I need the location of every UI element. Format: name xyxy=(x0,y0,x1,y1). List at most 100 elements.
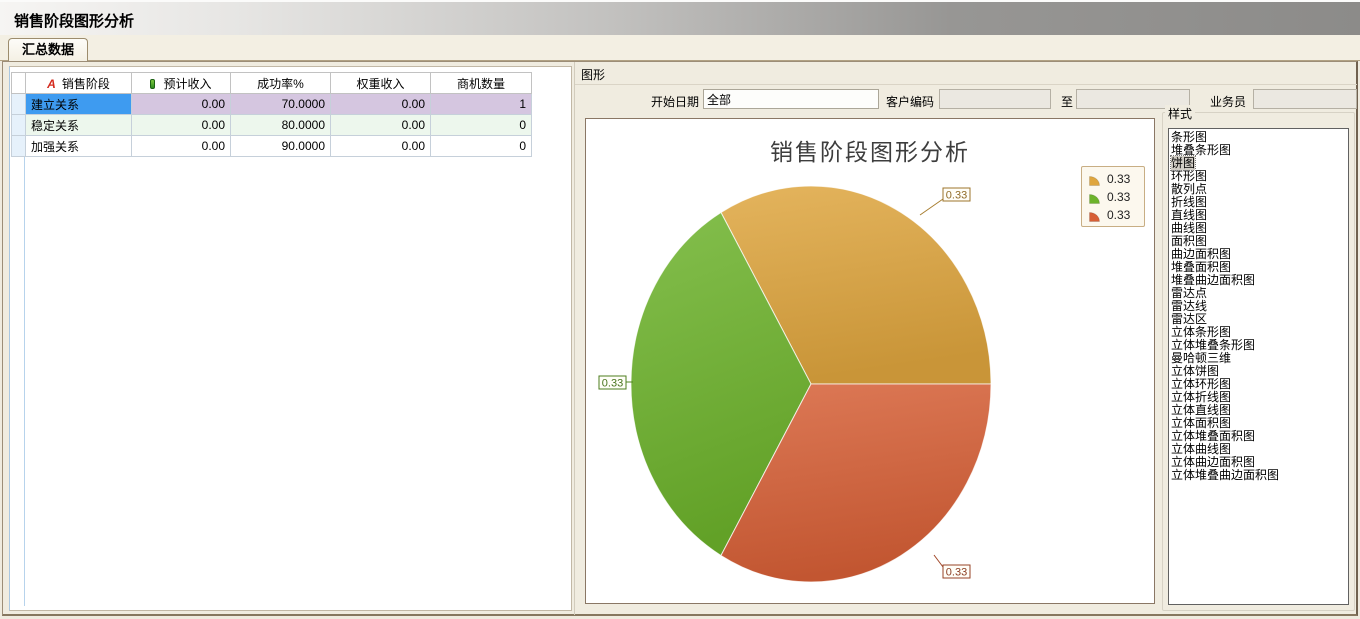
pie-slice-1[interactable] xyxy=(720,185,992,385)
salesperson-input[interactable] xyxy=(1253,89,1357,109)
customer-code-input[interactable] xyxy=(939,89,1051,109)
page-title: 销售阶段图形分析 xyxy=(14,13,135,30)
list-item[interactable]: 雷达点 xyxy=(1171,286,1208,300)
list-item[interactable]: 堆叠曲边面积图 xyxy=(1171,273,1256,287)
cell-success-rate[interactable]: 90.0000 xyxy=(230,135,331,157)
column-header-success-rate[interactable]: 成功率% xyxy=(230,72,331,94)
table-row[interactable]: 加强关系 0.00 90.0000 0.00 0 xyxy=(11,135,532,157)
column-header-weighted-income[interactable]: 权重收入 xyxy=(330,72,431,94)
table-row[interactable]: 建立关系 0.00 70.0000 0.00 1 xyxy=(11,93,532,115)
cell-success-rate[interactable]: 80.0000 xyxy=(230,114,331,136)
row-indicator[interactable] xyxy=(11,135,26,157)
cell-opportunity-count[interactable]: 0 xyxy=(430,135,532,157)
cell-stage[interactable]: 加强关系 xyxy=(25,135,132,157)
chart-area: 0.33 0.33 0.33 销售阶段图形分析 0.33 0.33 0.33 xyxy=(585,118,1155,604)
grid-rowheader-line xyxy=(24,72,25,606)
list-item[interactable]: 环形图 xyxy=(1171,169,1208,183)
list-item[interactable]: 立体堆叠面积图 xyxy=(1171,429,1256,443)
graph-panel: 图形 开始日期 客户编码 至 业务员 0.33 0.33 0.33 销售阶段图形分析… xyxy=(574,62,1357,615)
list-item[interactable]: 曲边面积图 xyxy=(1171,247,1232,261)
table-row[interactable]: 稳定关系 0.00 80.0000 0.00 0 xyxy=(11,114,532,136)
list-item[interactable]: 雷达线 xyxy=(1171,299,1208,313)
slice-label-box xyxy=(598,375,627,390)
cell-opportunity-count[interactable]: 0 xyxy=(430,114,532,136)
list-item[interactable]: 立体环形图 xyxy=(1171,377,1232,391)
row-indicator[interactable] xyxy=(11,114,26,136)
slice-callout-line xyxy=(919,198,944,216)
list-item[interactable]: 立体折线图 xyxy=(1171,390,1232,404)
list-item[interactable]: 堆叠条形图 xyxy=(1171,143,1232,157)
legend-item: 0.33 xyxy=(1087,206,1140,224)
content-area: A 销售阶段 预计收入 成功率% 权重收入 商机数量 建立关系 0.00 70.0… xyxy=(2,61,1358,616)
style-groupbox: 样式 条形图 堆叠条形图 饼图 环形图 散列点 折线图 直线图 曲线图 面积图 … xyxy=(1162,105,1355,611)
legend-item: 0.33 xyxy=(1087,188,1140,206)
tab-strip: 汇总数据 xyxy=(0,35,1360,61)
chart-legend: 0.33 0.33 0.33 xyxy=(1081,166,1145,227)
list-item[interactable]: 立体条形图 xyxy=(1171,325,1232,339)
list-item[interactable]: 立体堆叠曲边面积图 xyxy=(1171,468,1280,482)
table-header-row: A 销售阶段 预计收入 成功率% 权重收入 商机数量 xyxy=(11,72,532,94)
slice-label-value: 0.33 xyxy=(946,190,967,202)
start-date-label: 开始日期 xyxy=(651,95,700,109)
list-item[interactable]: 立体饼图 xyxy=(1171,364,1220,378)
title-bar: 销售阶段图形分析 xyxy=(0,0,1360,35)
to-label: 至 xyxy=(1061,95,1074,109)
start-date-input[interactable] xyxy=(703,89,879,109)
chart-style-listbox[interactable]: 条形图 堆叠条形图 饼图 环形图 散列点 折线图 直线图 曲线图 面积图 曲边面… xyxy=(1168,128,1349,605)
legend-pie-icon xyxy=(1089,193,1101,204)
list-item[interactable]: 散列点 xyxy=(1171,182,1208,196)
cell-expected-income[interactable]: 0.00 xyxy=(131,135,231,157)
list-item[interactable]: 曼哈顿三维 xyxy=(1171,351,1232,365)
cell-expected-income[interactable]: 0.00 xyxy=(131,93,231,115)
cell-stage-selected[interactable]: 建立关系 xyxy=(25,93,132,115)
list-item[interactable]: 直线图 xyxy=(1171,208,1208,222)
sales-stage-table: A 销售阶段 预计收入 成功率% 权重收入 商机数量 建立关系 0.00 70.0… xyxy=(11,72,532,157)
row-indicator[interactable] xyxy=(11,93,26,115)
slice-callout-line xyxy=(933,554,944,568)
cell-stage[interactable]: 稳定关系 xyxy=(25,114,132,136)
list-item[interactable]: 立体曲边面积图 xyxy=(1171,455,1256,469)
tab-summary-data[interactable]: 汇总数据 xyxy=(8,38,88,61)
list-item[interactable]: 堆叠面积图 xyxy=(1171,260,1232,274)
list-item[interactable]: 立体面积图 xyxy=(1171,416,1232,430)
list-item[interactable]: 曲线图 xyxy=(1171,221,1208,235)
row-indicator-header xyxy=(11,72,26,94)
legend-pie-icon xyxy=(1089,211,1101,222)
cell-weighted-income[interactable]: 0.00 xyxy=(330,135,431,157)
legend-label: 0.33 xyxy=(1107,208,1131,222)
list-item[interactable]: 雷达区 xyxy=(1171,312,1208,326)
column-header-stage[interactable]: A 销售阶段 xyxy=(25,72,132,94)
style-groupbox-label: 样式 xyxy=(1165,105,1196,122)
column-header-opportunity-count[interactable]: 商机数量 xyxy=(430,72,532,94)
cell-opportunity-count[interactable]: 1 xyxy=(430,93,532,115)
slice-label-box xyxy=(942,564,971,579)
graph-panel-caption: 图形 xyxy=(581,68,606,82)
list-item-selected[interactable]: 饼图 xyxy=(1169,155,1197,171)
legend-label: 0.33 xyxy=(1107,190,1131,204)
list-item[interactable]: 面积图 xyxy=(1171,234,1208,248)
slice-label-value: 0.33 xyxy=(602,378,623,390)
cell-weighted-income[interactable]: 0.00 xyxy=(330,93,431,115)
slice-label-value: 0.33 xyxy=(946,567,967,579)
cell-expected-income[interactable]: 0.00 xyxy=(131,114,231,136)
customer-code-label: 客户编码 xyxy=(886,95,935,109)
chart-title: 销售阶段图形分析 xyxy=(770,140,970,165)
pie-slice-3[interactable] xyxy=(720,383,992,583)
column-header-expected-income[interactable]: 预计收入 xyxy=(131,72,231,94)
slice-label-box xyxy=(942,187,971,202)
salesperson-label: 业务员 xyxy=(1210,95,1247,109)
legend-item: 0.33 xyxy=(1087,170,1140,188)
cell-weighted-income[interactable]: 0.00 xyxy=(330,114,431,136)
list-item[interactable]: 立体直线图 xyxy=(1171,403,1232,417)
list-item[interactable]: 立体曲线图 xyxy=(1171,442,1232,456)
cell-success-rate[interactable]: 70.0000 xyxy=(230,93,331,115)
legend-label: 0.33 xyxy=(1107,172,1131,186)
list-item[interactable]: 条形图 xyxy=(1171,130,1208,144)
caption-divider xyxy=(575,84,1357,85)
numeric-type-icon xyxy=(150,78,156,89)
pie-chart-svg[interactable]: 0.33 0.33 0.33 xyxy=(586,119,1156,605)
list-item[interactable]: 折线图 xyxy=(1171,195,1208,209)
list-item[interactable]: 立体堆叠条形图 xyxy=(1171,338,1256,352)
customer-code-to-input[interactable] xyxy=(1076,89,1190,109)
legend-pie-icon xyxy=(1089,175,1101,186)
